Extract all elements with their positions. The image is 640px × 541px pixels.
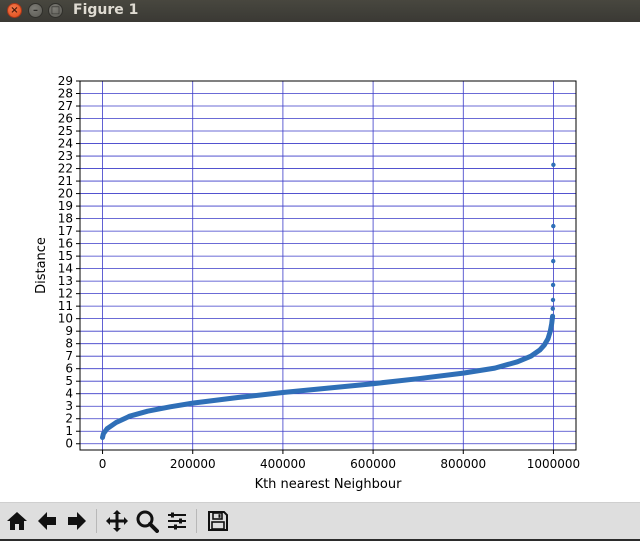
y-tick-label: 10 (58, 312, 73, 326)
navigation-toolbar (0, 502, 640, 540)
data-point (515, 359, 520, 365)
x-tick-label: 800000 (440, 457, 486, 471)
y-tick-label: 25 (58, 124, 73, 138)
x-axis-label: Kth nearest Neighbour (255, 477, 403, 492)
maximize-icon: □ (50, 5, 61, 16)
y-tick-label: 4 (65, 387, 73, 401)
data-point (190, 400, 195, 406)
y-tick-label: 22 (58, 162, 73, 176)
minimize-window-button[interactable]: – (28, 3, 43, 18)
data-point (127, 414, 132, 419)
data-point (549, 321, 554, 326)
save-button[interactable] (204, 507, 232, 535)
data-point (100, 435, 105, 440)
chart-svg: 0123456789101112131415161718192021222324… (34, 74, 580, 492)
data-point-outlier (550, 306, 555, 311)
y-axis-label: Distance (34, 237, 49, 294)
y-tick-label: 29 (58, 74, 73, 88)
data-point (145, 409, 150, 414)
data-point (235, 395, 241, 400)
status-strip (0, 539, 640, 541)
forward-arrow-icon (68, 512, 86, 530)
x-tick-label: 600000 (350, 457, 396, 471)
data-point-outlier (551, 258, 556, 264)
minimize-icon: – (33, 5, 38, 16)
data-point (370, 381, 376, 386)
pan-icon (106, 510, 128, 532)
figure-canvas[interactable]: 0 1 2 3 4 5 6 7 8 9 10 11 12 13 14 15 16 17 18 19 20 21 22 23 24… (0, 22, 640, 502)
data-point (415, 376, 421, 381)
y-tick-label: 14 (58, 262, 73, 276)
data-point (113, 420, 119, 425)
x-tick-label: 0 (99, 457, 107, 471)
y-tick-label: 0 (65, 437, 73, 451)
y-tick-label: 6 (65, 362, 73, 376)
y-tick-label: 7 (65, 349, 73, 363)
data-point (537, 347, 543, 353)
home-button[interactable] (3, 507, 31, 535)
data-point (545, 336, 551, 341)
y-tick-label: 2 (65, 412, 73, 426)
y-tick-label: 27 (58, 99, 73, 113)
forward-button[interactable] (63, 507, 91, 535)
x-tick-label: 400000 (260, 457, 306, 471)
home-icon (7, 512, 27, 530)
y-tick-label: 15 (58, 249, 73, 263)
axes-frame (79, 80, 577, 451)
y-tick-label: 5 (65, 374, 73, 388)
y-tick-label: 20 (58, 187, 73, 201)
y-tick-label: 26 (58, 112, 73, 126)
data-point (104, 426, 110, 431)
y-tick-label: 17 (58, 224, 73, 238)
data-point (528, 353, 534, 359)
toolbar-separator (96, 509, 97, 533)
data-point (550, 313, 555, 319)
y-tick-label: 3 (65, 399, 73, 413)
back-button[interactable] (33, 507, 61, 535)
data-point (548, 328, 553, 334)
y-tick-label: 21 (58, 174, 73, 188)
subplots-icon (168, 512, 186, 530)
data-point (101, 431, 106, 436)
y-tick-label: 19 (58, 199, 73, 213)
y-tick-label: 13 (58, 274, 73, 288)
data-point (461, 370, 466, 376)
zoom-button[interactable] (133, 507, 161, 535)
data-curve (100, 313, 556, 440)
close-icon: × (10, 5, 19, 16)
window-titlebar: × – □ Figure 1 (0, 0, 640, 22)
close-window-button[interactable]: × (7, 3, 22, 18)
data-point-outlier (551, 223, 556, 229)
data-point-outlier (550, 282, 556, 288)
maximize-window-button[interactable]: □ (48, 3, 63, 18)
back-arrow-icon (38, 512, 56, 530)
pan-button[interactable] (103, 507, 131, 535)
data-point (325, 385, 331, 391)
data-point (492, 365, 498, 371)
x-tick-label: 200000 (170, 457, 216, 471)
y-tick-label: 11 (58, 299, 73, 313)
y-tick-label: 8 (65, 337, 73, 351)
y-tick-label: 24 (58, 137, 73, 151)
y-tick-label: 12 (58, 287, 73, 301)
save-icon (208, 511, 228, 531)
y-tick-label: 16 (58, 237, 73, 251)
data-point (167, 404, 173, 410)
configure-subplots-button[interactable] (163, 507, 191, 535)
window-title: Figure 1 (73, 2, 139, 18)
data-point (542, 342, 547, 348)
zoom-icon (136, 510, 159, 533)
y-tick-label: 9 (65, 324, 73, 338)
toolbar-separator (196, 509, 197, 533)
data-point (280, 390, 286, 395)
y-tick-label: 18 (58, 212, 73, 226)
data-point-outlier (551, 162, 556, 168)
y-tick-label: 23 (58, 149, 73, 163)
y-tick-label: 28 (58, 87, 73, 101)
data-point-outlier (550, 297, 556, 303)
y-tick-label: 1 (65, 424, 73, 438)
x-tick-label: 1000000 (527, 457, 580, 471)
